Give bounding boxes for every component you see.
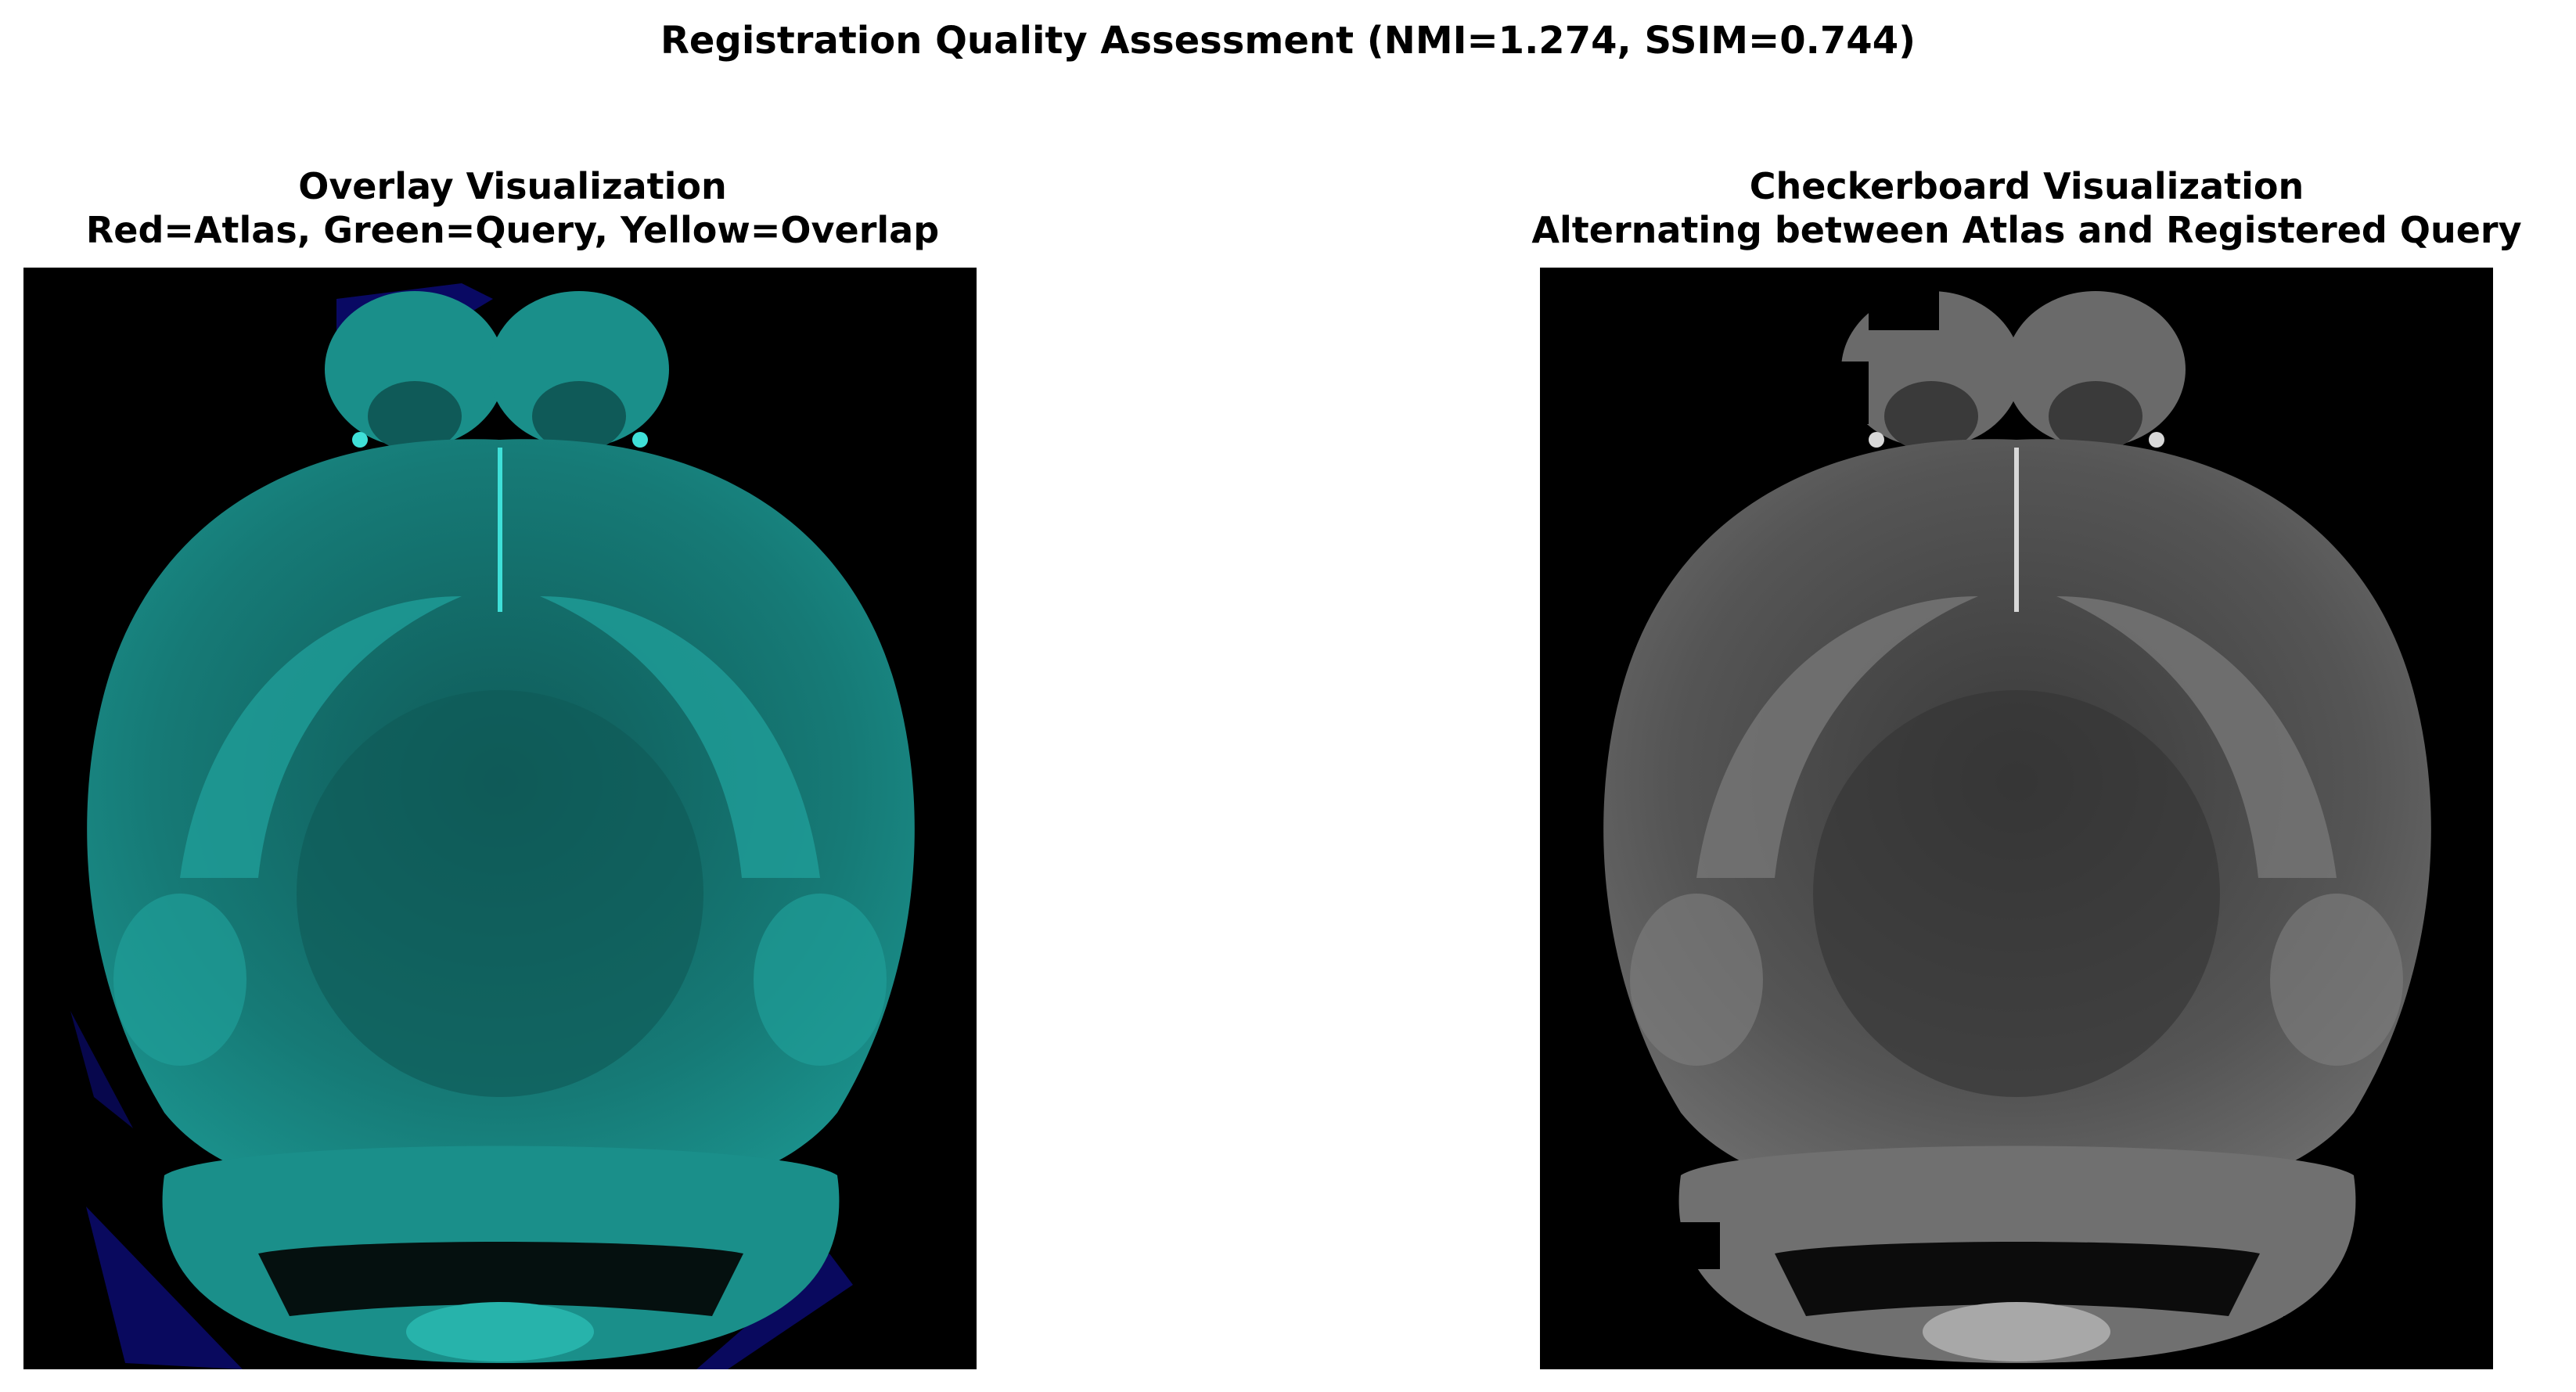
overlay-title-line1: Overlay Visualization (298, 165, 727, 207)
figure-title: Registration Quality Assessment (NMI=1.2… (660, 19, 1916, 63)
overlay-title-line2: Red=Atlas, Green=Query, Yellow=Overlap (85, 209, 940, 251)
overlay-image (23, 268, 977, 1369)
checkerboard-panel-title: Checkerboard Visualization Alternating b… (1479, 164, 2574, 252)
checkerboard-title-line1: Checkerboard Visualization (1749, 165, 2304, 207)
overlay-panel-title: Overlay Visualization Red=Atlas, Green=Q… (23, 164, 1002, 252)
overlay-brain-image (70, 283, 915, 1369)
checkerboard-brain-image (1603, 268, 2431, 1363)
checkerboard-image (1540, 268, 2493, 1369)
checkerboard-title-line2: Alternating between Atlas and Registered… (1531, 209, 2522, 251)
